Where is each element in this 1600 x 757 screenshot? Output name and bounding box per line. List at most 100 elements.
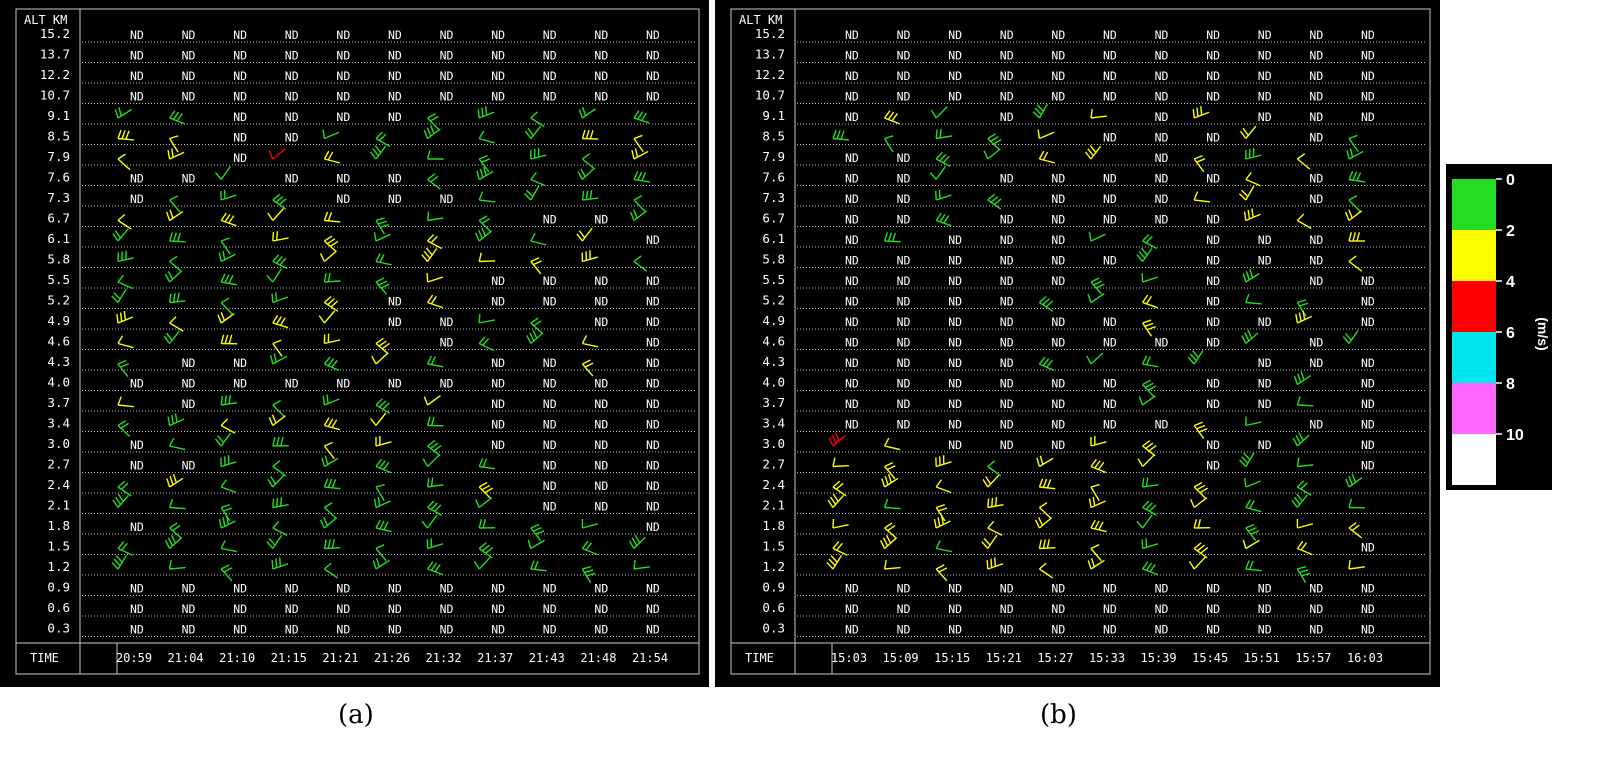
nd-marker: ND <box>440 336 454 350</box>
nd-marker: ND <box>388 69 402 83</box>
nd-marker: ND <box>845 602 859 616</box>
wind-barb <box>474 227 493 242</box>
nd-marker: ND <box>1258 623 1272 637</box>
nd-marker: ND <box>1103 28 1117 42</box>
wind-barb <box>1241 329 1259 345</box>
wind-barb <box>1348 559 1365 570</box>
nd-marker: ND <box>845 28 859 42</box>
wind-barb <box>272 231 289 242</box>
wind-barb <box>168 292 186 304</box>
nd-marker: ND <box>1309 623 1323 637</box>
nd-marker: ND <box>285 49 299 63</box>
nd-marker: ND <box>543 623 557 637</box>
wind-barb <box>426 355 444 368</box>
wind-barb <box>1345 473 1363 488</box>
wind-barb <box>323 211 341 223</box>
wind-barb <box>169 522 183 540</box>
wind-barb <box>375 483 385 502</box>
nd-marker: ND <box>1051 623 1065 637</box>
nd-marker: ND <box>233 356 247 370</box>
wind-barb <box>421 247 438 262</box>
wind-barb <box>272 254 288 270</box>
nd-marker: ND <box>1051 438 1065 452</box>
nd-marker: ND <box>1000 602 1014 616</box>
nd-marker: ND <box>336 602 350 616</box>
wind-barb <box>1088 232 1106 242</box>
wind-profile-panel-a: ALT KM TIME 15.2 ND ND ND ND ND ND ND ND ND ND ND 13.7… <box>0 0 709 687</box>
nd-marker: ND <box>543 582 557 596</box>
nd-marker: ND <box>491 418 505 432</box>
nd-marker: ND <box>1000 172 1014 186</box>
wind-barb <box>581 153 596 170</box>
nd-marker: ND <box>285 90 299 104</box>
nd-marker: ND <box>1361 356 1375 370</box>
nd-marker: ND <box>1000 110 1014 124</box>
nd-marker: ND <box>285 131 299 145</box>
nd-marker: ND <box>233 623 247 637</box>
nd-marker: ND <box>130 602 144 616</box>
nd-marker: ND <box>1155 172 1169 186</box>
wind-barb <box>1038 502 1052 519</box>
altitude-tick: 2.7 <box>47 457 70 472</box>
wind-barb <box>117 396 134 408</box>
altitude-tick: 8.5 <box>762 129 785 144</box>
colorbar-tick: 8 <box>1506 376 1515 393</box>
nd-marker: ND <box>646 418 660 432</box>
nd-marker: ND <box>1309 90 1323 104</box>
nd-marker: ND <box>285 69 299 83</box>
wind-barb <box>272 436 289 447</box>
wind-barb <box>1296 540 1313 556</box>
wind-barb <box>883 437 901 451</box>
nd-marker: ND <box>1000 213 1014 227</box>
wind-barb <box>478 154 491 173</box>
nd-marker: ND <box>388 602 402 616</box>
wind-barb <box>1090 483 1100 502</box>
nd-marker: ND <box>1361 69 1375 83</box>
nd-marker: ND <box>1309 336 1323 350</box>
wind-barb <box>217 311 235 324</box>
nd-marker: ND <box>897 151 911 165</box>
nd-marker: ND <box>594 295 608 309</box>
nd-marker: ND <box>594 479 608 493</box>
altitude-tick: 5.2 <box>762 293 785 308</box>
nd-marker: ND <box>1155 623 1169 637</box>
wind-barb <box>1296 396 1314 407</box>
altitude-tick: 5.8 <box>762 252 785 267</box>
wind-barb <box>1034 516 1053 529</box>
nd-marker: ND <box>491 582 505 596</box>
wind-barb <box>167 148 185 160</box>
nd-marker: ND <box>1155 151 1169 165</box>
nd-marker: ND <box>130 438 144 452</box>
nd-marker: ND <box>1051 172 1065 186</box>
nd-marker: ND <box>491 623 505 637</box>
caption-a: (a) <box>338 700 374 730</box>
wind-barb <box>220 479 237 494</box>
nd-marker: ND <box>948 602 962 616</box>
wind-barb <box>375 544 387 562</box>
altitude-tick: 5.2 <box>47 293 70 308</box>
wind-barb <box>220 334 238 345</box>
nd-marker: ND <box>646 233 660 247</box>
wind-barb <box>1245 148 1262 160</box>
nd-marker: ND <box>1051 315 1065 329</box>
nd-marker: ND <box>845 274 859 288</box>
nd-marker: ND <box>897 418 911 432</box>
nd-marker: ND <box>845 582 859 596</box>
nd-marker: ND <box>1051 69 1065 83</box>
wind-barb <box>581 565 596 584</box>
altitude-tick: 1.2 <box>762 559 785 574</box>
wind-barb <box>1187 350 1204 365</box>
nd-marker: ND <box>1155 131 1169 145</box>
nd-marker: ND <box>1000 254 1014 268</box>
nd-marker: ND <box>233 151 247 165</box>
wind-barb <box>478 336 494 352</box>
nd-marker: ND <box>845 336 859 350</box>
wind-barb <box>372 558 390 570</box>
wind-barb <box>930 106 948 119</box>
nd-marker: ND <box>845 315 859 329</box>
wind-barb <box>832 541 848 556</box>
nd-marker: ND <box>1206 28 1220 42</box>
nd-marker: ND <box>543 438 557 452</box>
wind-barb <box>1137 454 1155 467</box>
wind-barb <box>218 515 236 529</box>
